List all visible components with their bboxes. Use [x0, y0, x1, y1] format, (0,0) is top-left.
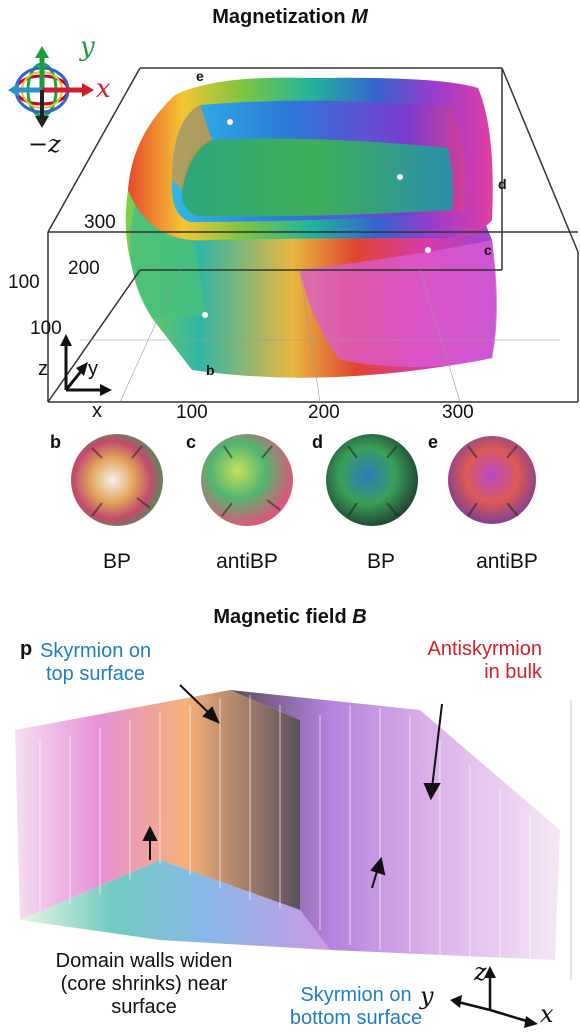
x-tick-200: 200	[308, 402, 340, 423]
label-e-marker: e	[196, 68, 204, 84]
sphere-e-label: antiBP	[476, 550, 538, 573]
gizmo-y-label: y	[80, 32, 95, 62]
axis-gizmo-icon	[4, 40, 114, 160]
magnetization-title: Magnetization M	[212, 6, 368, 28]
label-d-marker: d	[498, 176, 507, 192]
magnetization-3d-plot	[0, 40, 580, 440]
frame-y-label: y	[88, 358, 98, 380]
bottom-axis-triad-icon	[440, 962, 540, 1029]
x-tick-300: 300	[442, 402, 474, 423]
frame-z-label: z	[38, 358, 48, 380]
z-tick-300: 300	[84, 212, 116, 233]
sphere-d-letter: d	[312, 432, 323, 452]
skyrmion-bottom-label: Skyrmion on bottom surface	[289, 984, 423, 1029]
frame-axes-icon	[46, 330, 116, 400]
sphere-d-label: BP	[366, 550, 395, 573]
sphere-e-letter: e	[428, 432, 439, 452]
label-c-marker: c	[484, 242, 492, 258]
x-tick-100: 100	[176, 402, 208, 423]
panel-p-letter: p	[20, 638, 33, 660]
y-tick-100: 100	[30, 318, 62, 339]
gizmo-x-label: x	[96, 74, 111, 104]
gizmo-neg-z-label: −z	[28, 130, 61, 158]
magnetic-field-3d-plot	[0, 660, 580, 980]
frame-x-label: x	[92, 400, 102, 422]
z-tick-100: 100	[8, 272, 40, 293]
sphere-b-label: BP	[102, 550, 131, 573]
bottom-x-label: x	[540, 1000, 554, 1028]
bottom-z-label: z	[474, 958, 487, 986]
sphere-c-letter: c	[186, 432, 197, 452]
sphere-c-label: antiBP	[216, 550, 278, 573]
domain-walls-label: Domain walls widen (core shrinks) near s…	[55, 950, 233, 1018]
y-tick-200: 200	[68, 258, 100, 279]
magnetic-field-title: Magnetic field B	[213, 606, 367, 628]
sphere-b-letter: b	[50, 432, 61, 452]
bloch-point-spheres	[62, 428, 552, 538]
skyrmion-top-label: Skyrmion on top surface	[40, 640, 152, 685]
page-edge-divider	[570, 700, 572, 980]
label-b-marker: b	[206, 362, 215, 378]
bottom-y-label: y	[420, 982, 434, 1010]
antiskyrmion-label: Antiskyrmion in bulk	[427, 638, 542, 683]
